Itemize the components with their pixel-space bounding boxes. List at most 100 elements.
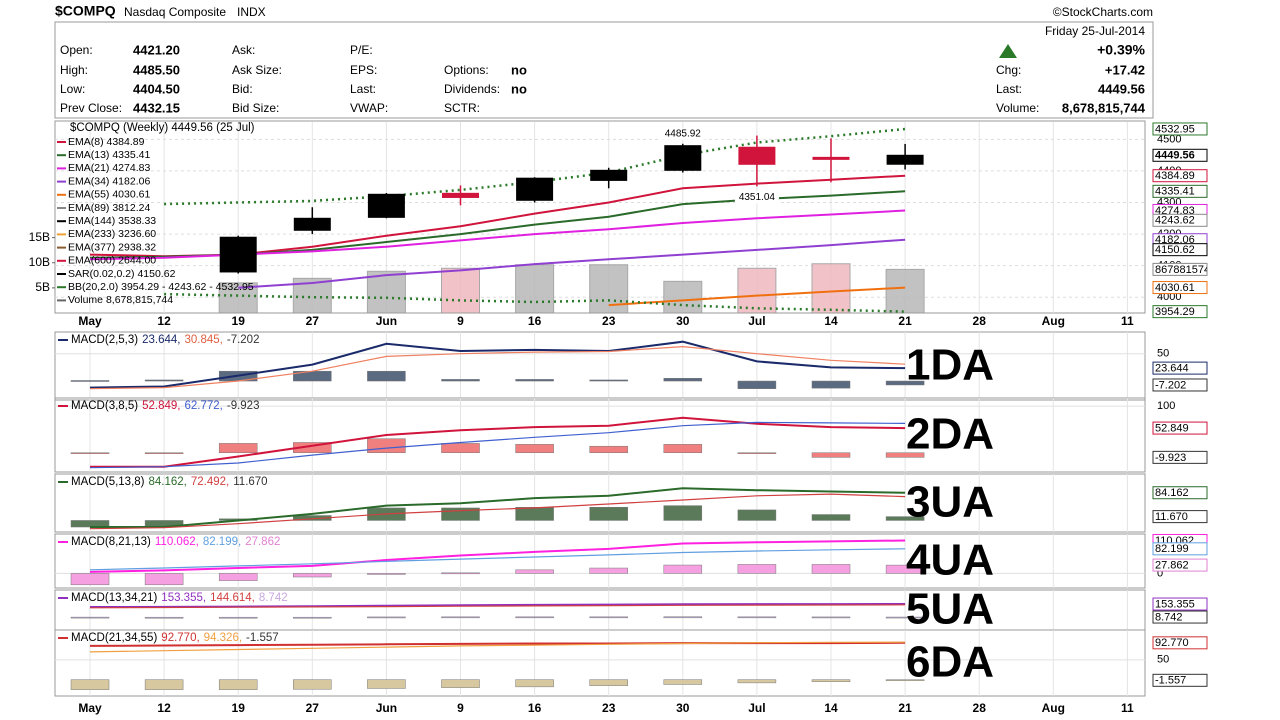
x-tick-label: 14 bbox=[824, 314, 838, 328]
tag-box bbox=[1152, 673, 1208, 687]
histogram-bar bbox=[737, 616, 777, 619]
field-label: VWAP: bbox=[350, 101, 388, 115]
legend-part: 27.862 bbox=[245, 536, 280, 548]
histogram-bar bbox=[515, 444, 554, 453]
x-tick-label: Jul bbox=[748, 314, 765, 328]
volume-tick-label: 15B bbox=[29, 230, 50, 244]
tag-label: 8.742 bbox=[1155, 611, 1183, 623]
legend-part: 62.772, bbox=[184, 400, 222, 412]
panel-label: 2DA bbox=[906, 410, 994, 459]
value-tag: 82.199 bbox=[1152, 542, 1208, 556]
histogram-bar bbox=[441, 379, 480, 382]
legend-entry: Volume 8,678,815,744 bbox=[68, 294, 173, 306]
indicator-panel bbox=[54, 533, 1146, 589]
y-tick-label: 0 bbox=[1157, 567, 1163, 579]
histogram-bar bbox=[515, 569, 554, 574]
field-label: EPS: bbox=[350, 63, 377, 77]
x-tick-label: Jun bbox=[376, 314, 397, 328]
tag-label: 153.355 bbox=[1155, 598, 1195, 610]
legend-entry: BB(20,2.0) 3954.29 - 4243.62 - 4532.95 bbox=[68, 281, 254, 293]
x-tick-label: 30 bbox=[676, 314, 690, 328]
x-tick-label: 21 bbox=[898, 701, 912, 715]
x-tick-label: 16 bbox=[528, 314, 542, 328]
x-tick-label: 23 bbox=[602, 701, 616, 715]
value-tag: 52.849 bbox=[1152, 421, 1208, 435]
histogram-bar bbox=[144, 679, 184, 690]
histogram-bar bbox=[218, 679, 258, 690]
value-tag: 3954.29 bbox=[1152, 305, 1208, 319]
panel-legend: MACD(2,5,3) 23.644, 30.845, -7.202 bbox=[71, 334, 259, 346]
panel-legend: MACD(21,34,55) 92.770, 94.326, -1.557 bbox=[71, 632, 279, 644]
volume-bar bbox=[663, 280, 703, 313]
tag-label: 4030.61 bbox=[1155, 282, 1195, 294]
legend-part: MACD(8,21,13) bbox=[71, 536, 151, 548]
volume-bar bbox=[441, 267, 480, 313]
legend-entry: EMA(233) 3236.60 bbox=[68, 228, 156, 240]
field-value: no bbox=[511, 62, 527, 77]
histogram-bar bbox=[515, 679, 554, 688]
value-tag: 4182.06 bbox=[1152, 233, 1208, 247]
field-label: Ask: bbox=[232, 43, 255, 57]
tag-label: 4532.95 bbox=[1155, 123, 1195, 135]
volume-bar bbox=[811, 263, 851, 313]
histogram-bar bbox=[70, 679, 110, 690]
legend-part: MACD(5,13,8) bbox=[71, 476, 145, 488]
symbol: $COMPQ bbox=[55, 3, 116, 19]
x-tick-label: Aug bbox=[1042, 701, 1065, 715]
tag-label: 4182.06 bbox=[1155, 234, 1195, 246]
value-tag: 4532.95 bbox=[1152, 122, 1208, 136]
indicator-panel bbox=[54, 473, 1146, 533]
value-tag: 4030.61 bbox=[1152, 281, 1208, 295]
legend-entry: EMA(55) 4030.61 bbox=[68, 189, 150, 201]
histogram-bar bbox=[70, 573, 110, 586]
tag-box bbox=[1152, 361, 1208, 375]
legend-entry: EMA(377) 2938.32 bbox=[68, 241, 156, 253]
value-tag: 4384.89 bbox=[1152, 169, 1208, 183]
histogram-bar bbox=[218, 616, 258, 619]
summary-value: 4449.56 bbox=[1098, 81, 1145, 96]
histogram-bar bbox=[885, 564, 925, 574]
legend-entry: EMA(21) 4274.83 bbox=[68, 162, 150, 174]
legend-part: 11.670 bbox=[233, 476, 267, 488]
histogram-bar bbox=[811, 452, 851, 458]
legend-entry: EMA(600) 2644.00 bbox=[68, 255, 156, 267]
value-tag: 8678815744 bbox=[1152, 262, 1208, 276]
histogram-bar bbox=[367, 573, 406, 575]
tag-box bbox=[1152, 305, 1208, 319]
histogram-bar bbox=[737, 452, 777, 454]
x-tick-label: 9 bbox=[457, 314, 464, 328]
histogram-bar bbox=[515, 507, 554, 521]
value-tag: 92.770 bbox=[1152, 636, 1208, 650]
x-tick-label: May bbox=[78, 701, 102, 715]
histogram-bar bbox=[218, 573, 258, 581]
legend-entry: EMA(89) 3812.24 bbox=[68, 202, 150, 214]
value-tag: 84.162 bbox=[1152, 486, 1208, 500]
x-tick-label: 28 bbox=[973, 314, 987, 328]
value-tag: 153.355 bbox=[1152, 597, 1208, 611]
legend-part: MACD(13,34,21) bbox=[71, 592, 157, 604]
panel-label: 6DA bbox=[906, 638, 994, 687]
indicator-line bbox=[89, 209, 906, 261]
macd-line bbox=[89, 539, 906, 573]
histogram-bar bbox=[737, 679, 777, 684]
value-tag: 4150.62 bbox=[1152, 243, 1208, 257]
value-tag: 27.862 bbox=[1152, 558, 1208, 572]
summary-label: Volume: bbox=[996, 101, 1039, 115]
field-label: Options: bbox=[444, 63, 489, 77]
macd-line bbox=[90, 487, 906, 528]
summary-label: Chg: bbox=[996, 63, 1021, 77]
histogram-bar bbox=[293, 679, 332, 690]
histogram-bar bbox=[218, 443, 258, 453]
field-label: Bid: bbox=[232, 82, 253, 96]
histogram-bar bbox=[441, 679, 480, 688]
date: Friday 25-Jul-2014 bbox=[1045, 24, 1145, 38]
legend-part: 153.355, bbox=[161, 592, 206, 604]
histogram-bar bbox=[737, 509, 777, 521]
y-tick-label: 50 bbox=[1157, 654, 1169, 666]
tag-box bbox=[1152, 243, 1208, 257]
legend-part: MACD(2,5,3) bbox=[71, 334, 138, 346]
tag-box bbox=[1152, 122, 1208, 136]
field-label: High: bbox=[60, 63, 88, 77]
histogram-bar bbox=[70, 380, 110, 382]
